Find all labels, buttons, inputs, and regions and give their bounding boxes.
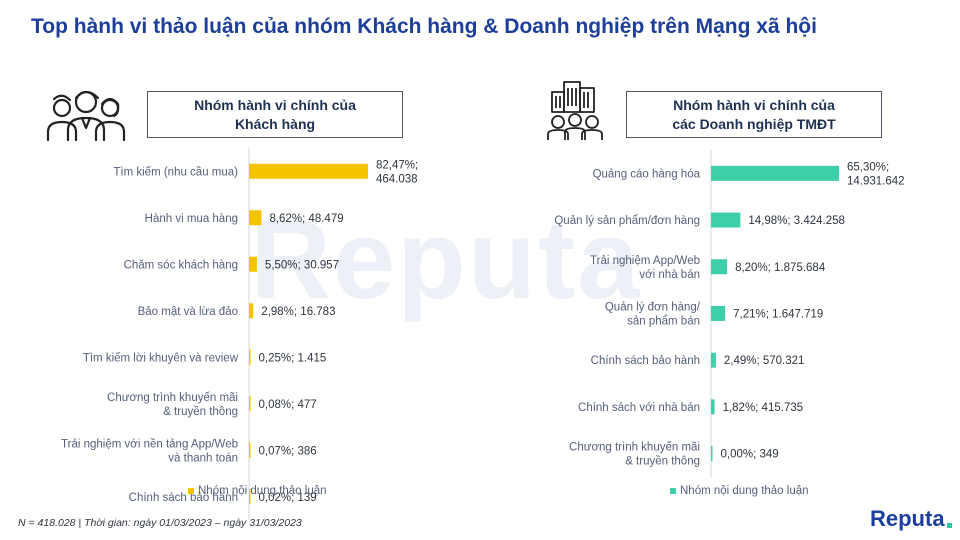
data-label: 14.931.642	[847, 175, 905, 187]
data-label: 5,50%; 30.957	[265, 259, 339, 271]
data-label: 0,00%; 349	[721, 449, 779, 461]
page-title: Top hành vi thảo luận của nhóm Khách hàn…	[31, 15, 817, 38]
bar	[249, 210, 262, 226]
bar	[249, 489, 251, 505]
bar	[249, 303, 254, 319]
data-label: 2,49%; 570.321	[724, 355, 805, 367]
bar	[249, 442, 251, 458]
category-label: sản phẩm bán	[627, 315, 700, 327]
data-label: 0,25%; 1.415	[259, 352, 327, 364]
category-label: Trải nghiệm App/Web	[590, 255, 700, 267]
category-label: Quản lý đơn hàng/	[605, 301, 701, 313]
bar	[711, 212, 741, 228]
category-label: Chương trình khuyến mãi	[107, 392, 238, 404]
data-label: 8,20%; 1.875.684	[735, 262, 826, 274]
business-group-heading: Nhóm hành vi chính của các Doanh nghiệp …	[626, 91, 882, 138]
customer-group-heading-line2: Khách hàng	[234, 115, 316, 132]
customer-group-heading-line1: Nhóm hành vi chính của	[194, 96, 356, 113]
category-label: Chăm sóc khách hàng	[124, 259, 238, 271]
bar	[711, 399, 715, 415]
bar	[249, 163, 368, 179]
data-label: 0,02%; 139	[259, 492, 317, 504]
bar	[249, 396, 251, 412]
legend-label: Nhóm nội dung thảo luận	[680, 485, 809, 497]
category-label: Hành vi mua hàng	[145, 213, 238, 225]
bar	[711, 259, 728, 275]
bar	[711, 352, 716, 368]
data-label: 464.038	[376, 173, 418, 185]
data-label: 14,98%; 3.424.258	[748, 215, 845, 227]
category-label: với nhà bán	[639, 269, 700, 281]
logo-dot	[946, 522, 952, 528]
category-label: Tìm kiếm lời khuyên và review	[83, 352, 239, 364]
legend-label: Nhóm nội dung thảo luận	[198, 485, 327, 497]
data-label: 0,08%; 477	[259, 399, 317, 411]
customer-group-heading: Nhóm hành vi chính của Khách hàng	[147, 91, 403, 138]
people-group-icon	[44, 86, 128, 142]
category-label: và thanh toán	[168, 452, 238, 464]
bar	[249, 256, 257, 272]
data-label: 82,47%;	[376, 159, 418, 171]
category-label: Chương trình khuyến mãi	[569, 442, 700, 454]
bar	[711, 446, 713, 462]
data-label: 65,30%;	[847, 161, 889, 173]
bar	[711, 305, 726, 321]
bar	[249, 349, 251, 365]
legend-swatch	[670, 488, 676, 494]
category-label: Tìm kiếm (nhu cầu mua)	[113, 166, 238, 178]
business-group-heading-line2: các Doanh nghiệp TMĐT	[672, 115, 836, 132]
data-label: 7,21%; 1.647.719	[733, 308, 823, 320]
reputa-logo: Reputa	[870, 506, 952, 532]
buildings-people-icon	[546, 80, 604, 142]
data-label: 8,62%; 48.479	[269, 213, 343, 225]
business-group-heading-line1: Nhóm hành vi chính của	[673, 96, 835, 113]
category-label: & truyền thông	[625, 456, 700, 468]
legend-swatch	[188, 488, 194, 494]
data-label: 2,98%; 16.783	[261, 306, 335, 318]
category-label: Chính sách với nhà bán	[578, 402, 700, 414]
category-label: Bảo mật và lừa đảo	[138, 306, 238, 318]
category-label: & truyền thông	[163, 406, 238, 418]
category-label: Trải nghiệm với nền tảng App/Web	[61, 438, 238, 450]
category-label: Quảng cáo hàng hóa	[593, 168, 701, 180]
data-label: 1,82%; 415.735	[723, 402, 804, 414]
data-label: 0,07%; 386	[259, 445, 317, 457]
category-label: Chính sách bảo hành	[129, 492, 238, 504]
category-label: Quản lý sản phẩm/đơn hàng	[554, 215, 700, 227]
category-label: Chính sách bảo hành	[591, 355, 700, 367]
bar	[711, 165, 839, 181]
reputa-logo-text: Reputa	[870, 506, 945, 531]
footnote: N = 418.028 | Thời gian: ngày 01/03/2023…	[18, 517, 302, 529]
